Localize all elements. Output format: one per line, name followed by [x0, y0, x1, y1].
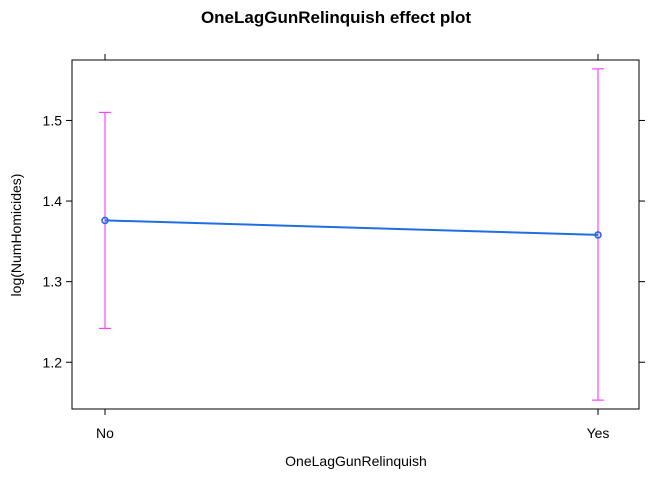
plot-frame [71, 59, 640, 410]
data-point [101, 216, 109, 225]
y-axis: 1.2 1.3 1.4 1.5 [43, 112, 645, 370]
y-axis-label: log(NumHomicides) [8, 174, 24, 297]
data-point [594, 231, 602, 239]
chart-title: OneLagGunRelinquish effect plot [201, 8, 471, 27]
y-tick-label: 1.5 [43, 112, 63, 128]
x-tick-label: Yes [587, 425, 610, 441]
x-axis: No Yes [96, 54, 609, 441]
plot-marks [99, 68, 604, 401]
y-tick-label: 1.2 [43, 354, 63, 370]
effect-line [104, 219, 599, 236]
y-tick-label: 1.3 [43, 274, 63, 290]
x-tick-label: No [96, 425, 114, 441]
y-tick-label: 1.4 [43, 193, 63, 209]
x-axis-label: OneLagGunRelinquish [285, 453, 427, 469]
